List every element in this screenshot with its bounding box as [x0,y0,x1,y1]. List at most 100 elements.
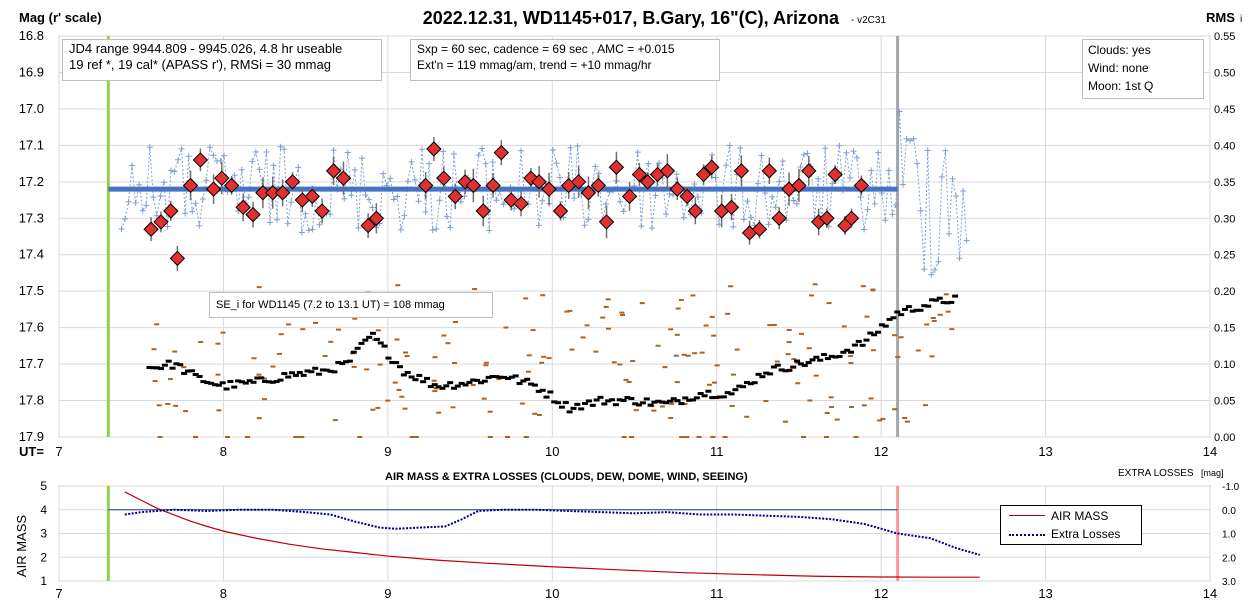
rms-scatter-dash [183,410,189,413]
rms-running-dash [269,380,276,384]
raw-data-point [397,226,404,233]
raw-data-point [889,211,896,218]
rms-scatter-dash [655,344,661,347]
x-axis-prefix: UT= [19,444,44,459]
rms-scatter-dash [569,348,575,351]
rms-scatter-dash [782,420,788,423]
rms-running-dash [663,401,670,405]
rms-scatter-dash [696,436,702,438]
rms-running-dash [921,304,928,308]
raw-data-point [843,149,850,156]
raw-data-point [150,194,157,201]
rms-running-dash [666,399,673,403]
rms-running-dash [589,403,596,407]
raw-data-point [712,174,719,181]
rms-running-dash [439,386,446,390]
bottom-y2-tick-label: 2.0 [1222,553,1236,564]
rms-running-dash [531,383,538,387]
raw-data-point [815,175,822,182]
binned-data-point [608,159,625,175]
rms-scatter-dash [904,420,910,423]
rms-running-dash [377,341,384,345]
rms-running-dash [782,369,789,373]
top-x-tick-label: 13 [1038,444,1052,459]
bottom-x-tick-label: 12 [874,586,888,601]
raw-data-point [231,172,238,179]
raw-data-point [931,266,938,273]
rms-running-dash [805,361,812,365]
rms-scatter-dash [722,436,728,438]
rms-scatter-dash [300,328,306,331]
rms-running-dash [709,396,716,400]
rms-scatter-dash [895,355,901,358]
rms-running-dash [558,405,565,409]
rms-scatter-dash [256,373,262,376]
rms-running-dash [346,359,353,363]
info-box-exposure-line2: Ext'n = 119 mmag/am, trend = +10 mmag/hr [417,58,652,72]
rms-scatter-dash [860,285,866,288]
rms-running-dash [462,383,469,387]
binned-data-point [580,185,597,201]
rms-scatter-dash [786,328,792,331]
rms-running-dash [362,338,369,342]
raw-data-point [553,160,560,167]
rms-running-dash [254,376,261,380]
rms-scatter-dash [763,400,769,403]
raw-data-point [549,147,556,154]
rms-running-dash [867,331,874,335]
rms-scatter-dash [335,328,341,331]
raw-data-point [284,220,291,227]
rms-scatter-dash [690,294,696,297]
rms-scatter-dash [767,324,773,327]
raw-data-point [535,222,542,229]
binned-data-point [163,203,179,219]
rms-running-dash [277,378,284,382]
raw-data-point [945,230,952,237]
rms-running-dash [308,370,315,374]
rms-running-dash [366,335,373,339]
binned-data-point [791,177,807,194]
rms-scatter-dash [728,285,734,288]
rms-scatter-dash [580,336,586,339]
rms-scatter-dash [436,411,442,414]
rms-running-dash [624,396,631,400]
rms-scatter-dash [593,350,599,353]
raw-data-point [655,160,662,167]
top-y-tick-label: 17.7 [19,356,44,371]
rms-running-dash [470,378,477,382]
rms-running-dash [728,392,735,396]
rms-scatter-dash [629,436,635,438]
rms-running-dash [593,398,600,402]
rms-scatter-dash [152,380,158,383]
y-axis-right-label: RMS [1206,10,1235,25]
rms-scatter-dash [937,313,943,316]
rms-scatter-dash [870,288,876,291]
rms-scatter-dash [385,399,391,402]
rms-scatter-dash [902,416,908,419]
se-annotation-box: SE_i for WD1145 (7.2 to 13.1 UT) = 108 m… [209,292,493,318]
info-box-conditions-moon: Moon: 1st Q [1088,79,1154,93]
rms-running-dash [528,382,535,386]
rms-scatter-dash [734,348,740,351]
raw-data-point [411,176,418,183]
rms-scatter-dash [828,396,834,399]
rms-running-dash [497,375,504,379]
rms-running-dash [848,350,855,354]
rms-running-dash [763,371,770,375]
raw-data-point [953,193,960,200]
rms-scatter-dash [395,284,401,287]
binned-data-point [426,141,442,157]
raw-data-point [125,198,132,205]
rms-scatter-dash [829,406,835,409]
rms-running-dash [223,387,230,391]
rms-running-dash [844,348,851,352]
rms-running-dash [875,330,882,334]
binned-data-point [751,221,768,237]
rms-running-dash [242,381,249,385]
binned-data-point [325,163,342,179]
rms-running-dash [689,398,696,402]
rms-running-dash [759,375,766,379]
rms-running-dash [165,359,172,363]
raw-data-point [206,144,213,151]
rms-scatter-dash [375,329,381,332]
